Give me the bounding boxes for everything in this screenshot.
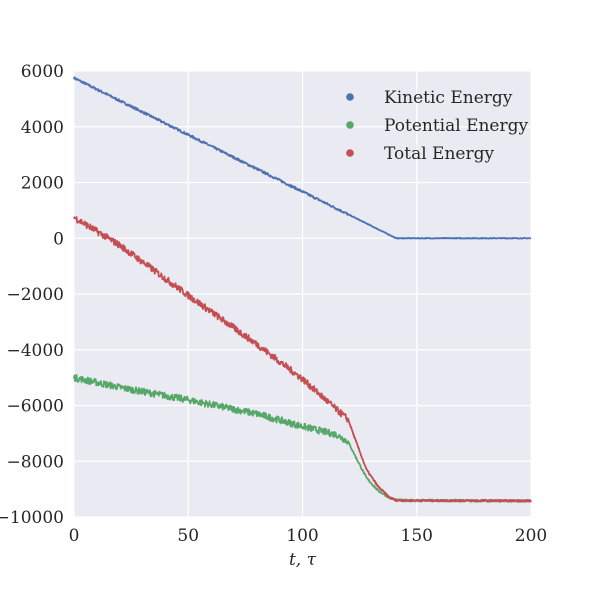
x-tick-label: 50 [177, 526, 199, 546]
y-tick-label: 6000 [21, 62, 64, 82]
series-lines [73, 76, 532, 503]
legend-label: Kinetic Energy [384, 88, 513, 108]
series-line [73, 76, 532, 240]
legend-marker [346, 149, 354, 157]
x-tick-label: 150 [401, 526, 433, 546]
x-tick-label: 0 [69, 526, 80, 546]
y-tick-labels: −10000 −8000 −6000 −4000 −2000 0 2000 4000 6000 [0, 62, 64, 528]
y-tick-label: 4000 [21, 118, 64, 138]
legend-label: Potential Energy [384, 116, 528, 136]
x-tick-label: 200 [515, 526, 547, 546]
y-tick-label: 0 [53, 229, 64, 249]
x-axis-label: t, τ [289, 550, 317, 570]
legend-marker [346, 121, 354, 129]
x-tick-label: 100 [286, 526, 318, 546]
x-tick-labels: 0 50 100 150 200 [69, 526, 548, 546]
y-tick-label: 2000 [21, 174, 64, 194]
y-tick-label: −10000 [0, 508, 64, 528]
y-tick-label: −2000 [6, 285, 64, 305]
y-tick-label: −6000 [6, 397, 64, 417]
y-tick-label: −8000 [6, 452, 64, 472]
y-tick-label: −4000 [6, 341, 64, 361]
series-line [73, 216, 532, 503]
legend-marker [346, 93, 354, 101]
legend-label: Total Energy [384, 144, 494, 164]
legend: Kinetic Energy Potential Energy Total Ener… [346, 88, 528, 164]
